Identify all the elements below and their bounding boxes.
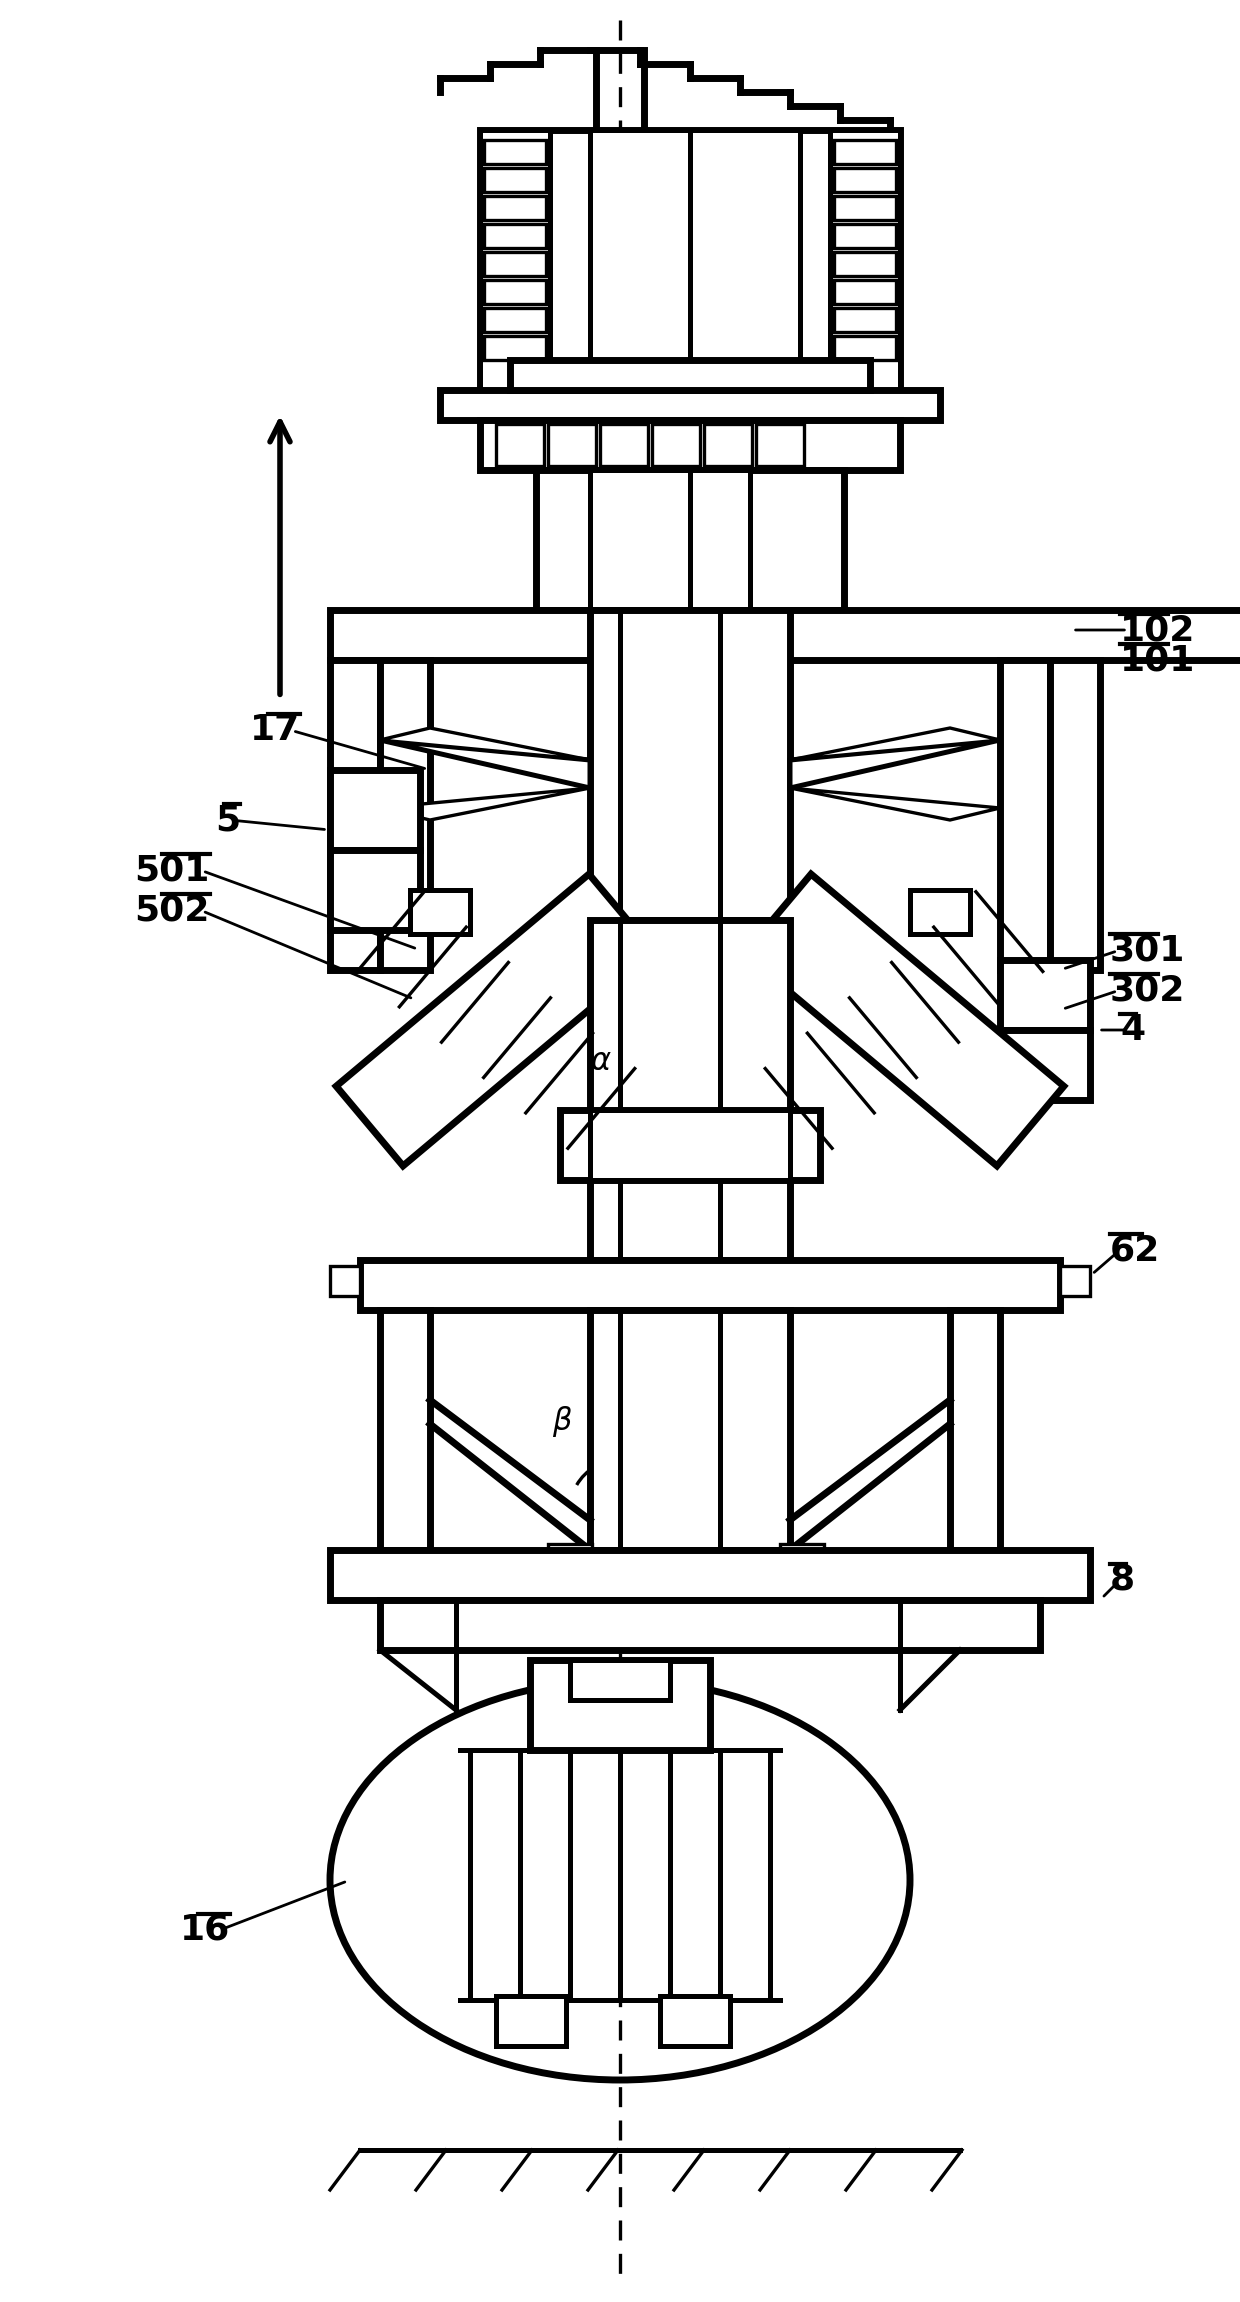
Bar [835, 251, 897, 276]
Text: 101: 101 [1120, 642, 1195, 677]
Bar [835, 223, 897, 249]
Bar [652, 424, 701, 465]
Polygon shape [336, 875, 656, 1165]
Bar [379, 1310, 430, 1549]
Polygon shape [379, 787, 590, 820]
Text: 302: 302 [1110, 974, 1185, 1006]
Bar [600, 424, 649, 465]
Text: 502: 502 [135, 893, 210, 928]
Bar [484, 196, 546, 221]
Text: 17: 17 [249, 714, 300, 748]
Bar [910, 891, 970, 935]
Bar [999, 1029, 1090, 1100]
Bar [590, 1110, 790, 1181]
Polygon shape [790, 787, 999, 820]
Bar [484, 251, 546, 276]
Bar [330, 661, 379, 969]
Text: 5: 5 [215, 803, 241, 838]
Bar [360, 1259, 1060, 1310]
Bar [330, 849, 420, 930]
Bar [835, 140, 897, 163]
Bar [660, 1996, 730, 2046]
Text: $\beta$: $\beta$ [552, 1404, 573, 1439]
Polygon shape [379, 727, 590, 760]
Bar [480, 129, 551, 389]
Bar [999, 661, 1050, 969]
Bar [379, 661, 430, 969]
Bar [510, 359, 870, 389]
Bar [835, 336, 897, 359]
Bar [484, 336, 546, 359]
Bar [590, 470, 689, 610]
Bar [999, 960, 1090, 1029]
Bar [410, 891, 470, 935]
Bar [835, 168, 897, 191]
Bar [529, 1660, 711, 1750]
Text: 4: 4 [1120, 1013, 1145, 1047]
Bar [1050, 661, 1100, 969]
Bar [590, 921, 790, 1259]
Bar [704, 424, 751, 465]
Bar [830, 129, 900, 389]
Bar [484, 281, 546, 304]
Bar [379, 1600, 1040, 1651]
Bar [835, 308, 897, 331]
Bar [570, 1660, 670, 1699]
Bar [590, 610, 790, 921]
Bar [330, 1266, 360, 1296]
Bar [780, 1545, 825, 1577]
Bar [496, 424, 544, 465]
Text: 16: 16 [180, 1913, 229, 1947]
Text: 8: 8 [1110, 1563, 1135, 1598]
Bar [835, 196, 897, 221]
Bar [835, 281, 897, 304]
Text: 301: 301 [1110, 932, 1185, 967]
Polygon shape [790, 739, 999, 787]
Bar [1060, 1266, 1090, 1296]
Bar [480, 129, 900, 389]
Polygon shape [744, 875, 1064, 1165]
Bar [689, 129, 800, 389]
Text: 102: 102 [1120, 612, 1195, 647]
Bar [756, 424, 804, 465]
Bar [590, 1310, 790, 1549]
Bar [484, 168, 546, 191]
Text: 501: 501 [135, 854, 210, 886]
Bar [480, 419, 900, 470]
Bar [484, 140, 546, 163]
Bar [330, 610, 1240, 661]
Text: $\alpha$: $\alpha$ [590, 1047, 611, 1075]
Bar [330, 1549, 1090, 1600]
Bar [484, 308, 546, 331]
Bar [496, 1996, 565, 2046]
Bar [330, 769, 420, 849]
Bar [440, 389, 940, 419]
Bar [536, 470, 844, 610]
Text: 62: 62 [1110, 1234, 1161, 1266]
Polygon shape [790, 727, 999, 760]
Bar [484, 223, 546, 249]
Bar [950, 1310, 999, 1549]
Bar [548, 424, 596, 465]
Bar [560, 1110, 820, 1181]
Bar [548, 1545, 591, 1577]
Bar [689, 470, 750, 610]
Bar [590, 129, 689, 389]
Polygon shape [379, 739, 590, 787]
